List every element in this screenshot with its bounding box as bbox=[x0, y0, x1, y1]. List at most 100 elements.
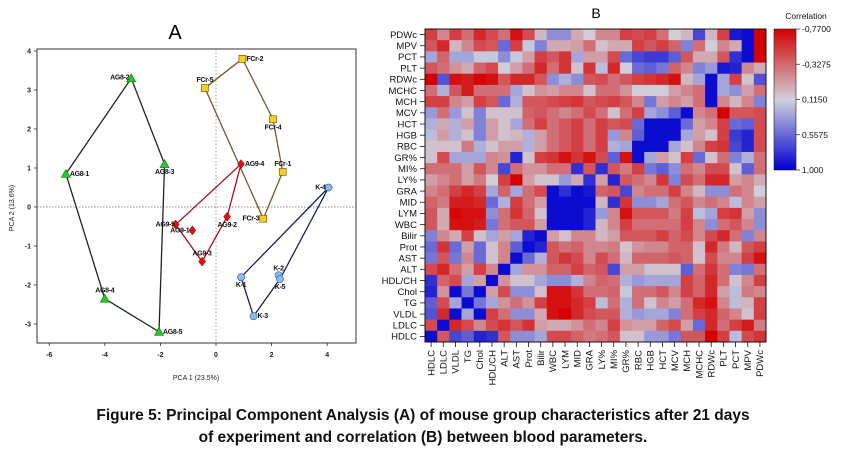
heatmap-cell bbox=[692, 286, 706, 298]
heatmap-cell bbox=[668, 252, 682, 265]
heatmap-cell bbox=[558, 252, 572, 265]
heatmap-cell bbox=[510, 96, 523, 108]
heatmap-row-label: LDLC bbox=[393, 321, 417, 332]
heatmap-cell bbox=[692, 319, 706, 332]
heatmap-cell bbox=[717, 151, 730, 164]
heatmap-row-label: RBC bbox=[397, 142, 417, 153]
heatmap-cell bbox=[522, 330, 536, 343]
heatmap-cell bbox=[583, 96, 596, 108]
heatmap-cell bbox=[534, 319, 548, 332]
heatmap-cell bbox=[449, 40, 462, 52]
heatmap-cell bbox=[437, 241, 450, 253]
heatmap-cell bbox=[461, 84, 475, 97]
heatmap-cell bbox=[473, 319, 487, 332]
heatmap-cell bbox=[522, 140, 536, 153]
heatmap-cell bbox=[534, 73, 548, 86]
heatmap-cell bbox=[668, 241, 682, 253]
heatmap-cell bbox=[461, 241, 475, 253]
heatmap-cell bbox=[644, 319, 657, 332]
square-marker bbox=[269, 115, 277, 124]
heatmap-cell bbox=[534, 185, 548, 198]
heatmap-cell bbox=[692, 163, 706, 175]
heatmap-cell bbox=[644, 196, 657, 209]
heatmap-cell bbox=[546, 241, 560, 253]
pca-point-label: K-4 bbox=[315, 185, 326, 192]
heatmap-cell bbox=[425, 230, 438, 242]
heatmap-cell bbox=[449, 107, 462, 119]
heatmap-cell bbox=[425, 185, 438, 198]
heatmap-cell bbox=[558, 40, 572, 52]
heatmap-column-label: MI% bbox=[609, 349, 620, 369]
heatmap-cell bbox=[656, 29, 669, 41]
heatmap-cell bbox=[717, 330, 730, 343]
pca-point-label: FCr-3 bbox=[242, 216, 259, 223]
heatmap-cell bbox=[571, 40, 584, 52]
pca-y-tick-label: 2 bbox=[27, 127, 31, 134]
heatmap-cell bbox=[461, 297, 475, 309]
heatmap-cell bbox=[607, 151, 621, 164]
heatmap-cell bbox=[449, 51, 462, 63]
heatmap-cell bbox=[425, 207, 438, 220]
heatmap-cell bbox=[437, 51, 450, 63]
heatmap-cell bbox=[522, 230, 536, 242]
diamond-marker bbox=[237, 159, 245, 170]
heatmap-cell bbox=[425, 73, 438, 86]
heatmap-cell bbox=[510, 274, 523, 287]
heatmap-cell bbox=[668, 308, 682, 321]
heatmap-cell bbox=[595, 230, 609, 242]
heatmap-row-label: MPV bbox=[396, 41, 417, 52]
heatmap-cell bbox=[534, 29, 548, 41]
heatmap-cell bbox=[461, 118, 475, 131]
heatmap-cell bbox=[705, 62, 718, 75]
heatmap-column-label: MCV bbox=[670, 349, 681, 371]
heatmap-cell bbox=[558, 163, 572, 175]
heatmap-cell bbox=[510, 185, 523, 198]
heatmap-cell bbox=[571, 118, 584, 131]
heatmap-row-label: MCHC bbox=[389, 86, 418, 97]
heatmap-cell bbox=[680, 73, 694, 86]
heatmap-cell bbox=[753, 196, 767, 209]
heatmap-cell bbox=[510, 163, 523, 175]
heatmap-cell bbox=[510, 319, 523, 332]
heatmap-cell bbox=[473, 163, 487, 175]
heatmap-cell bbox=[705, 140, 718, 153]
heatmap-cell bbox=[558, 51, 572, 63]
heatmap-cell bbox=[632, 29, 645, 41]
heatmap-cell bbox=[546, 219, 560, 231]
heatmap-cell bbox=[607, 107, 621, 119]
heatmap-cell bbox=[753, 319, 767, 332]
heatmap-cell bbox=[510, 151, 523, 164]
heatmap-cell bbox=[656, 96, 669, 108]
heatmap-cell bbox=[632, 62, 645, 75]
heatmap-cell bbox=[692, 230, 706, 242]
heatmap-cell bbox=[595, 151, 609, 164]
heatmap-column-label: WBC bbox=[548, 350, 559, 372]
heatmap-cell bbox=[437, 140, 450, 153]
heatmap-cell bbox=[461, 96, 475, 108]
heatmap-cell bbox=[753, 84, 767, 97]
heatmap-cell bbox=[607, 308, 621, 321]
heatmap-cell bbox=[595, 96, 609, 108]
heatmap-cell bbox=[644, 84, 657, 97]
pca-point-ag8-2: AG8-2 bbox=[110, 73, 137, 83]
heatmap-cell bbox=[437, 174, 450, 186]
heatmap-cell bbox=[546, 319, 560, 332]
heatmap-cell bbox=[498, 286, 511, 298]
heatmap-cell bbox=[498, 297, 511, 309]
heatmap-cell bbox=[717, 40, 730, 52]
heatmap-cell bbox=[485, 62, 499, 75]
pca-reference-lines bbox=[37, 49, 356, 343]
heatmap-cell bbox=[461, 185, 475, 198]
heatmap-cell bbox=[644, 330, 657, 343]
heatmap-cell bbox=[498, 308, 511, 321]
triangle-marker bbox=[126, 73, 137, 83]
heatmap-cell bbox=[595, 174, 609, 186]
heatmap-cell bbox=[583, 252, 596, 265]
heatmap-cell bbox=[680, 40, 694, 52]
heatmap-cell bbox=[705, 319, 718, 332]
colorbar-tick-label: -0,3275 bbox=[802, 59, 831, 69]
heatmap-cell bbox=[595, 241, 609, 253]
heatmap-cell bbox=[498, 129, 511, 142]
heatmap-cell bbox=[595, 163, 609, 175]
heatmap-cell bbox=[571, 185, 584, 198]
